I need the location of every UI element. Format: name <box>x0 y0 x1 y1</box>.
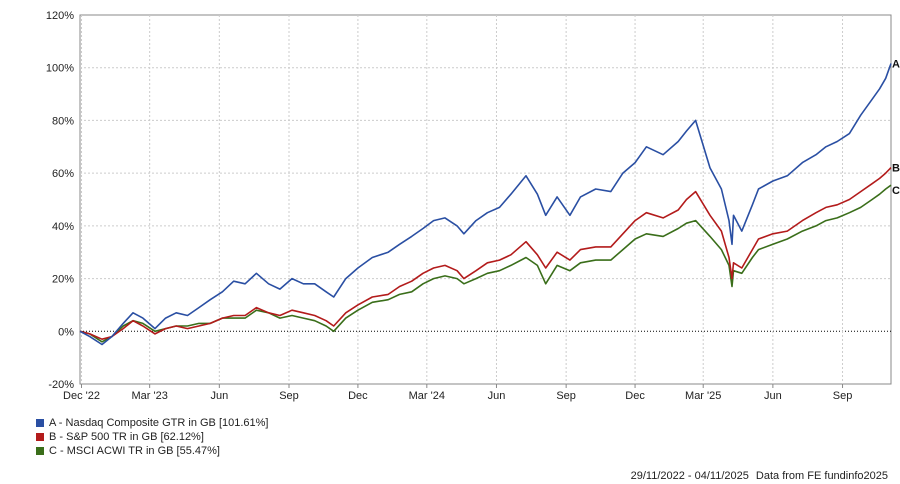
y-tick-label: 0% <box>58 326 74 338</box>
x-tick-label: Sep <box>279 390 299 402</box>
label-layer: A BC <box>892 58 900 197</box>
y-tick-label: -20% <box>48 379 74 391</box>
y-tick-label: 120% <box>46 10 74 22</box>
footer: 29/11/2022 - 04/11/2025 Data from FE fun… <box>627 470 888 482</box>
series-line-a <box>79 63 892 346</box>
legend-item: C - MSCI ACWI TR in GB [55.47%] <box>36 444 269 458</box>
legend-label: A - Nasdaq Composite GTR in GB [101.61%] <box>49 417 269 429</box>
x-tick-label: Sep <box>556 390 576 402</box>
x-tick-label: Dec <box>348 390 368 402</box>
series-end-label-a: A <box>892 58 900 70</box>
x-tick-label: Mar '23 <box>131 390 167 402</box>
axis-layer: -20% 0% 20% 40% 60% 80% 100% 120% Dec '22 Mar '23… <box>46 10 852 402</box>
series-end-label-c: C <box>892 185 900 197</box>
y-tick-label: 80% <box>52 115 74 127</box>
y-tick-label: 40% <box>52 221 74 233</box>
legend-label: B - S&P 500 TR in GB [62.12%] <box>49 431 204 443</box>
legend-swatch <box>36 419 44 427</box>
series-line-b <box>79 167 892 340</box>
x-tick-label: Jun <box>210 390 228 402</box>
x-tick-label: Mar '25 <box>685 390 721 402</box>
legend-swatch <box>36 447 44 455</box>
series-end-label-b: B <box>892 163 900 175</box>
x-tick-label: Dec <box>625 390 645 402</box>
x-tick-label: Mar '24 <box>409 390 445 402</box>
footer-date-range: 29/11/2022 - 04/11/2025 <box>630 470 749 482</box>
legend-swatch <box>36 433 44 441</box>
plot-frame <box>79 14 892 385</box>
series-layer <box>79 63 892 346</box>
x-tick-label: Jun <box>488 390 506 402</box>
chart-svg: -20% 0% 20% 40% 60% 80% 100% 120% Dec '22 Mar '23… <box>46 10 900 402</box>
x-tick-label: Sep <box>833 390 853 402</box>
legend-item: A - Nasdaq Composite GTR in GB [101.61%] <box>36 416 269 430</box>
x-tick-label: Dec '22 <box>63 390 100 402</box>
legend: A - Nasdaq Composite GTR in GB [101.61%]… <box>36 416 269 458</box>
y-tick-label: 20% <box>52 274 74 286</box>
y-tick-label: 60% <box>52 168 74 180</box>
x-tick-label: Jun <box>764 390 782 402</box>
y-tick-label: 100% <box>46 63 74 75</box>
grid-layer <box>79 14 892 385</box>
legend-label: C - MSCI ACWI TR in GB [55.47%] <box>49 445 220 457</box>
legend-item: B - S&P 500 TR in GB [62.12%] <box>36 430 269 444</box>
footer-source: Data from FE fundinfo2025 <box>755 470 888 482</box>
